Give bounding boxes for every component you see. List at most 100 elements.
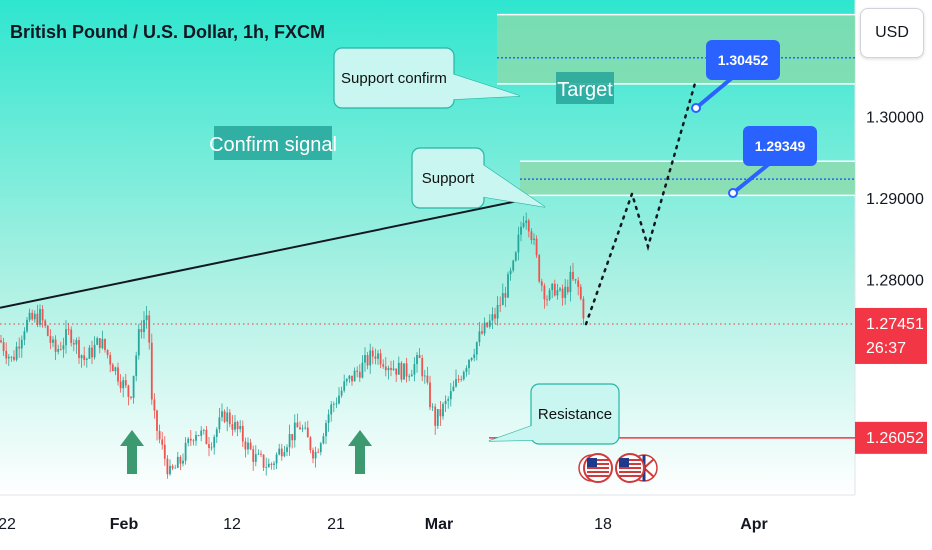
candle-body xyxy=(299,427,301,430)
candle-body xyxy=(31,312,34,320)
candle xyxy=(426,366,429,385)
candle xyxy=(572,262,574,281)
candle-body xyxy=(150,342,153,400)
target-price-tag-anchor[interactable] xyxy=(691,103,701,113)
candle-body xyxy=(231,424,234,430)
candle xyxy=(215,427,218,444)
us-flag-icon[interactable] xyxy=(578,453,613,483)
candle xyxy=(148,310,151,350)
candle xyxy=(153,393,156,419)
candle-body xyxy=(319,443,322,453)
candle xyxy=(301,424,304,433)
candle xyxy=(270,462,273,470)
candle xyxy=(54,335,57,360)
candle-body xyxy=(171,465,174,469)
candle xyxy=(306,420,309,438)
candle xyxy=(18,337,21,358)
candle-body xyxy=(486,322,489,327)
candle xyxy=(488,314,491,329)
candle-body xyxy=(18,346,21,349)
us-uk-flag-icon[interactable] xyxy=(615,453,658,483)
candle xyxy=(382,359,385,369)
candle xyxy=(413,357,416,382)
candle xyxy=(117,362,119,386)
target-bg xyxy=(556,72,614,104)
candle xyxy=(278,443,281,456)
candle-body xyxy=(67,329,70,331)
y-tick-label: 1.30000 xyxy=(866,109,924,126)
candle xyxy=(439,401,442,426)
candle xyxy=(210,442,213,451)
candle xyxy=(254,445,257,467)
candle-body xyxy=(507,274,509,298)
candle xyxy=(540,278,543,292)
candle xyxy=(384,356,387,377)
candle xyxy=(13,350,15,362)
candle-body xyxy=(57,349,60,352)
candle xyxy=(343,374,346,393)
y-tick-label: 1.29000 xyxy=(866,191,924,208)
candle xyxy=(475,341,478,361)
candle-body xyxy=(52,339,54,343)
candle-body xyxy=(574,279,577,281)
target-label: Target xyxy=(556,72,614,104)
candle xyxy=(481,325,483,335)
candle-body xyxy=(130,396,132,398)
candle xyxy=(0,334,2,344)
target-price-tag-text: 1.30452 xyxy=(718,52,769,68)
candle-body xyxy=(387,367,390,371)
candle-body xyxy=(379,353,382,365)
candle xyxy=(179,455,182,470)
candle-body xyxy=(72,342,75,345)
candle xyxy=(520,221,522,242)
candle-body xyxy=(98,338,101,349)
candle-body xyxy=(434,406,437,426)
candle xyxy=(166,455,169,479)
candle xyxy=(410,369,413,377)
candle-body xyxy=(275,454,278,464)
candle-body xyxy=(254,454,257,462)
candle xyxy=(241,420,244,447)
support-price-tag-box xyxy=(743,126,817,166)
candle-body xyxy=(114,367,117,372)
candle-body xyxy=(564,286,567,298)
candle xyxy=(449,382,452,407)
candle-body xyxy=(291,434,294,441)
candle-body xyxy=(262,454,265,468)
candle-body xyxy=(405,363,408,377)
candle xyxy=(234,415,236,433)
candle xyxy=(291,434,294,449)
candle xyxy=(470,357,473,362)
candle-body xyxy=(447,399,450,401)
candle xyxy=(236,420,239,437)
candle-body xyxy=(488,320,491,327)
currency-button[interactable]: USD xyxy=(860,8,924,58)
trendline[interactable] xyxy=(0,198,526,309)
candle xyxy=(31,309,34,321)
candle-body xyxy=(78,340,80,359)
target-text: Target xyxy=(557,79,613,101)
resistance-price-tag: 1.26052 xyxy=(855,421,927,454)
candle-body xyxy=(559,288,561,291)
candle xyxy=(106,349,109,359)
candle-body xyxy=(197,435,200,436)
candle-body xyxy=(75,340,78,345)
us-flag-stripe xyxy=(619,467,641,469)
candle-body xyxy=(267,463,270,468)
confirm-signal-text: Confirm signal xyxy=(209,134,337,156)
candle xyxy=(213,434,216,455)
candle-body xyxy=(361,362,364,378)
candle-body xyxy=(273,463,275,465)
x-tick-label: Apr xyxy=(740,516,768,533)
candle xyxy=(176,451,179,469)
projection-path[interactable] xyxy=(584,78,698,326)
candle xyxy=(39,304,41,328)
candle xyxy=(140,320,143,339)
candle xyxy=(434,403,437,435)
candle-body xyxy=(278,448,281,455)
candle xyxy=(501,283,504,306)
support-price-tag-anchor[interactable] xyxy=(728,188,738,198)
candle-body xyxy=(26,319,28,332)
